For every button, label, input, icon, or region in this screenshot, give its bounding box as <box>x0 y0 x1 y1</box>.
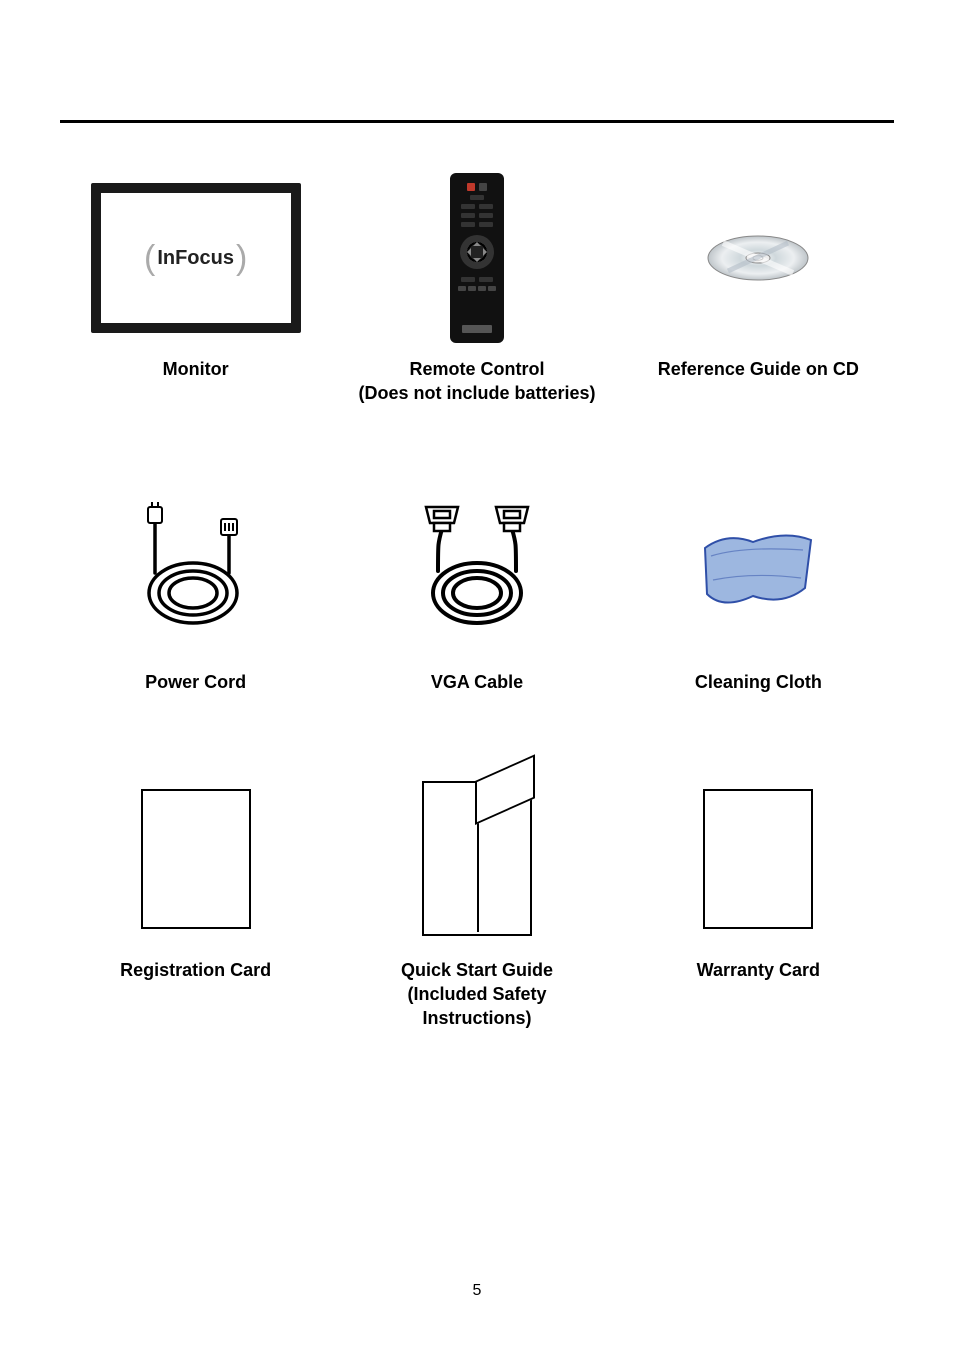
item-monitor: ( InFocus ) Monitor <box>60 173 331 406</box>
warranty-card-illustration <box>703 774 813 944</box>
vga-cable-label: VGA Cable <box>431 670 523 694</box>
cd-illustration <box>698 173 818 343</box>
monitor-label: Monitor <box>163 357 229 381</box>
monitor-brand: InFocus <box>157 247 234 270</box>
quick-start-guide-illustration <box>422 774 532 944</box>
quick-start-guide-label: Quick Start Guide(Included SafetyInstruc… <box>401 958 553 1031</box>
item-cd: Reference Guide on CD <box>623 173 894 406</box>
cd-label: Reference Guide on CD <box>658 357 859 381</box>
power-cord-illustration <box>131 486 261 656</box>
remote-label: Remote Control(Does not include batterie… <box>358 357 595 406</box>
item-cleaning-cloth: Cleaning Cloth <box>623 486 894 694</box>
cleaning-cloth-illustration <box>693 486 823 656</box>
item-power-cord: Power Cord <box>60 486 331 694</box>
vga-cable-illustration <box>412 486 542 656</box>
item-registration-card: Registration Card <box>60 774 331 1031</box>
registration-card-label: Registration Card <box>120 958 271 982</box>
page-number: 5 <box>0 1282 954 1300</box>
monitor-illustration: ( InFocus ) <box>91 173 301 343</box>
cleaning-cloth-label: Cleaning Cloth <box>695 670 822 694</box>
page-content: ( InFocus ) Monitor <box>0 0 954 1071</box>
warranty-card-label: Warranty Card <box>697 958 820 982</box>
item-quick-start-guide: Quick Start Guide(Included SafetyInstruc… <box>341 774 612 1031</box>
remote-illustration <box>450 173 504 343</box>
item-vga-cable: VGA Cable <box>341 486 612 694</box>
item-remote: Remote Control(Does not include batterie… <box>341 173 612 406</box>
horizontal-rule <box>60 120 894 123</box>
power-cord-label: Power Cord <box>145 670 246 694</box>
item-warranty-card: Warranty Card <box>623 774 894 1031</box>
accessories-grid: ( InFocus ) Monitor <box>60 173 894 1031</box>
registration-card-illustration <box>141 774 251 944</box>
